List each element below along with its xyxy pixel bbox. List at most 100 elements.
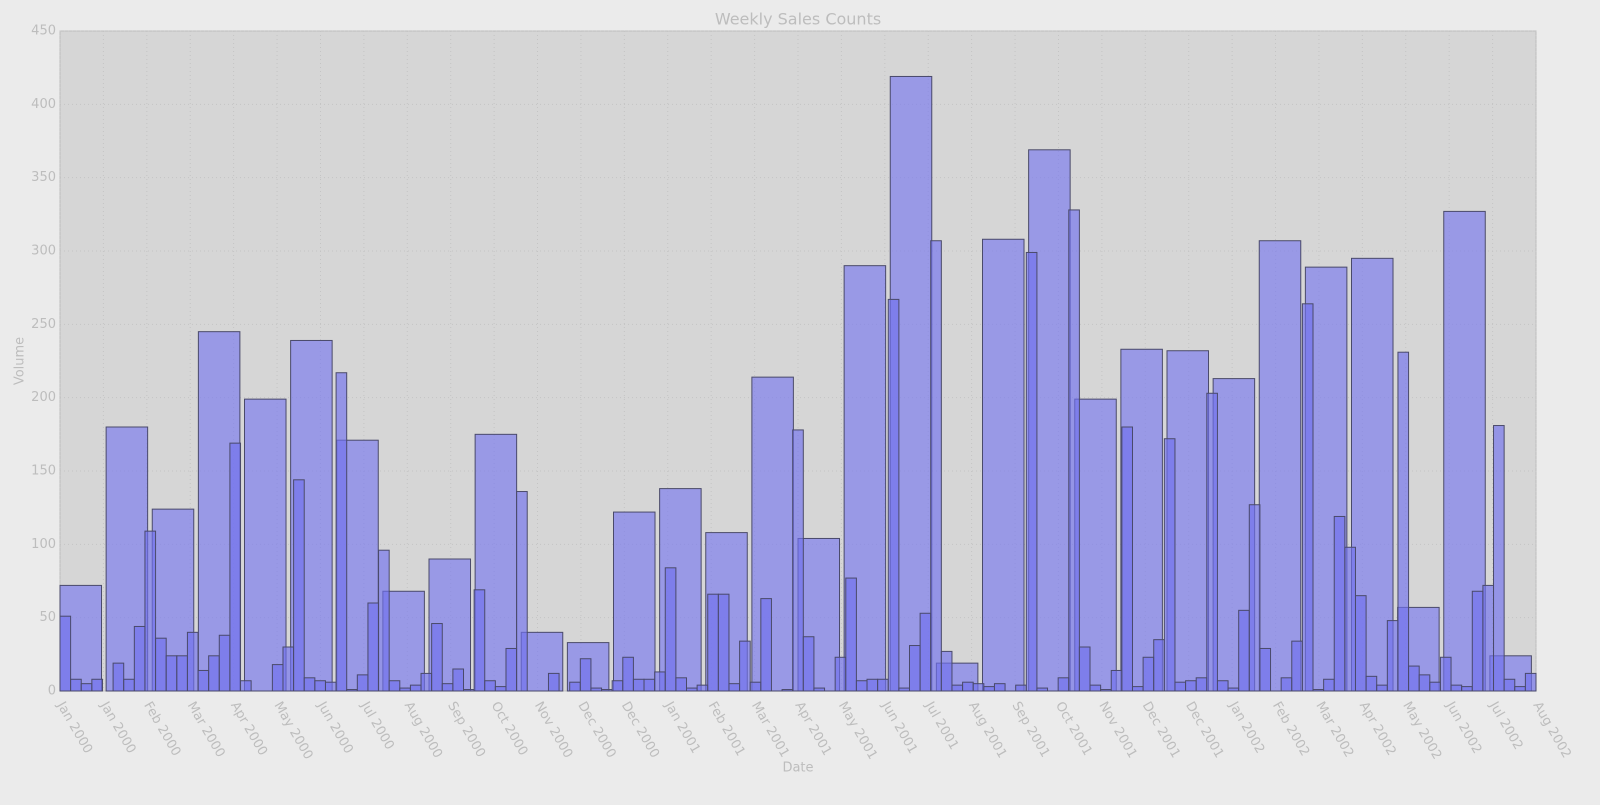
bar — [293, 479, 305, 692]
y-tick-label: 300 — [31, 244, 56, 259]
bar — [972, 683, 985, 692]
bar — [1015, 684, 1027, 692]
y-axis-label: Volume — [13, 337, 28, 385]
bar — [919, 612, 932, 692]
x-tick-label: Jan 2002 — [1225, 698, 1267, 756]
bar — [1429, 681, 1441, 692]
bar — [346, 689, 358, 692]
bar — [590, 687, 603, 692]
bar — [654, 671, 666, 692]
x-tick-label: Mar 2001 — [748, 699, 792, 760]
bar — [898, 687, 910, 692]
bar — [473, 589, 486, 692]
bar — [431, 623, 443, 692]
bar — [611, 680, 624, 692]
bar — [70, 678, 82, 692]
x-tick-label: Mar 2002 — [1312, 699, 1356, 760]
bar — [1131, 686, 1144, 692]
x-tick-label: Oct 2000 — [488, 699, 531, 758]
bar — [962, 681, 974, 692]
x-tick-label: Aug 2001 — [965, 699, 1009, 761]
x-tick-label: Jan 2000 — [53, 698, 95, 756]
x-tick-label: Dec 2001 — [1182, 699, 1226, 761]
bar — [622, 656, 634, 692]
bar — [1121, 426, 1133, 692]
bar — [1100, 689, 1112, 692]
bar — [378, 549, 390, 692]
bar — [751, 376, 794, 692]
bar — [494, 686, 507, 692]
bar — [144, 530, 157, 692]
bar — [59, 615, 72, 692]
bar — [1089, 684, 1102, 692]
bar — [314, 680, 326, 692]
bar — [1333, 515, 1346, 692]
bar — [760, 598, 772, 692]
bar — [335, 372, 348, 692]
y-tick-label: 200 — [31, 390, 56, 405]
bar — [739, 640, 751, 692]
bar — [579, 658, 592, 692]
bar — [1323, 678, 1335, 692]
x-tick-label: Apr 2001 — [792, 699, 835, 758]
x-tick-label: Jul 2001 — [921, 698, 961, 752]
bar — [1524, 672, 1537, 692]
bar — [1514, 686, 1526, 692]
bar — [632, 678, 645, 692]
bar — [229, 442, 242, 692]
bar — [1365, 675, 1378, 692]
bar — [1068, 209, 1080, 692]
bar — [675, 677, 688, 692]
y-tick-label: 350 — [31, 170, 56, 185]
bar — [1078, 646, 1091, 692]
bar — [123, 678, 135, 692]
bar — [749, 681, 762, 692]
x-tick-label: Apr 2002 — [1356, 699, 1399, 758]
bar — [728, 683, 741, 692]
x-tick-label: Dec 2000 — [574, 699, 618, 761]
bar — [1461, 686, 1473, 692]
x-tick-label: Jun 2000 — [313, 698, 355, 756]
bar — [505, 647, 518, 692]
bar — [1153, 639, 1165, 692]
bar — [155, 637, 167, 692]
bar — [1418, 674, 1431, 692]
x-tick-label: May 2002 — [1399, 699, 1444, 762]
bar — [877, 678, 889, 692]
x-tick-label: Jul 2002 — [1486, 698, 1526, 752]
bar — [452, 668, 465, 692]
bar — [409, 684, 422, 692]
x-tick-label: Aug 2000 — [401, 699, 445, 761]
bar — [1110, 669, 1123, 692]
bar — [569, 681, 581, 692]
x-tick-label: Dec 2001 — [1139, 699, 1183, 761]
bar — [186, 631, 199, 692]
bar — [613, 511, 656, 692]
bar — [208, 655, 220, 692]
bar — [303, 677, 316, 692]
y-tick-label: 100 — [31, 537, 56, 552]
bar — [908, 645, 921, 692]
bar — [1312, 689, 1325, 692]
bar — [887, 298, 900, 692]
bar — [855, 680, 868, 692]
bar — [1493, 425, 1505, 692]
bar — [516, 491, 528, 692]
bar — [547, 672, 560, 692]
bar — [601, 689, 613, 692]
bar — [165, 655, 178, 692]
bar — [244, 398, 287, 692]
x-tick-label: Feb 2001 — [705, 699, 748, 759]
bar — [1354, 595, 1367, 692]
bar — [388, 680, 401, 692]
bar — [834, 656, 847, 692]
bar — [1259, 647, 1272, 692]
bar — [1206, 392, 1218, 692]
bar — [1227, 687, 1240, 692]
bar — [463, 689, 475, 692]
x-tick-label: Jan 2000 — [96, 698, 138, 756]
bar — [1216, 680, 1229, 692]
bar — [940, 650, 953, 692]
bar — [982, 238, 1025, 692]
